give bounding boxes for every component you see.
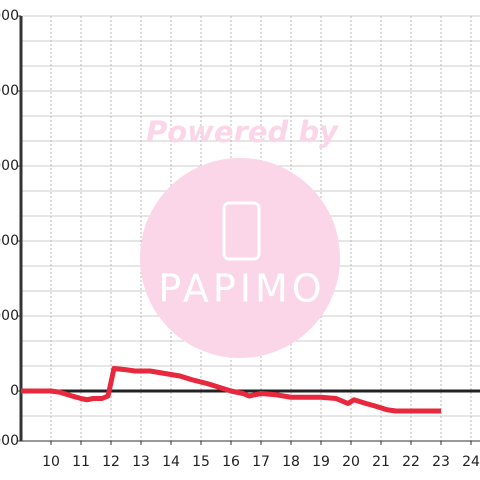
x-tick-label: 21	[372, 454, 390, 470]
watermark-phone	[222, 201, 261, 261]
watermark-text: Powered by	[146, 115, 339, 149]
x-tick-label: 12	[102, 454, 120, 470]
x-tick-label: 20	[342, 454, 360, 470]
x-tick-label: 10	[42, 454, 60, 470]
line	[21, 366, 441, 414]
y-tick-label: 0	[10, 383, 19, 399]
x-tick-label: 11	[72, 454, 90, 470]
watermark: Powered by PAPIMO	[140, 115, 340, 358]
watermark-logo: PAPIMO	[158, 267, 325, 311]
x-tick-label: 16	[222, 454, 240, 470]
x-tick-label: 24	[462, 454, 480, 470]
y-tick-label: 30,000	[0, 308, 19, 324]
x-tick-label: 19	[312, 454, 330, 470]
x-tick-label: 15	[192, 454, 210, 470]
x-tick-label: 22	[402, 454, 420, 470]
y-tick-label: 90,000	[0, 158, 19, 174]
x-tick-label: 13	[132, 454, 150, 470]
x-tick-label: 17	[252, 454, 270, 470]
y-tick-label: 150,000	[0, 8, 19, 24]
y-tick-label: -20,000	[0, 433, 19, 449]
y-tick-label: 120,000	[0, 83, 19, 99]
y-tick-label: 60,000	[0, 233, 19, 249]
x-tick-label: 23	[432, 454, 450, 470]
x-tick-label: 14	[162, 454, 180, 470]
x-tick-label: 18	[282, 454, 300, 470]
